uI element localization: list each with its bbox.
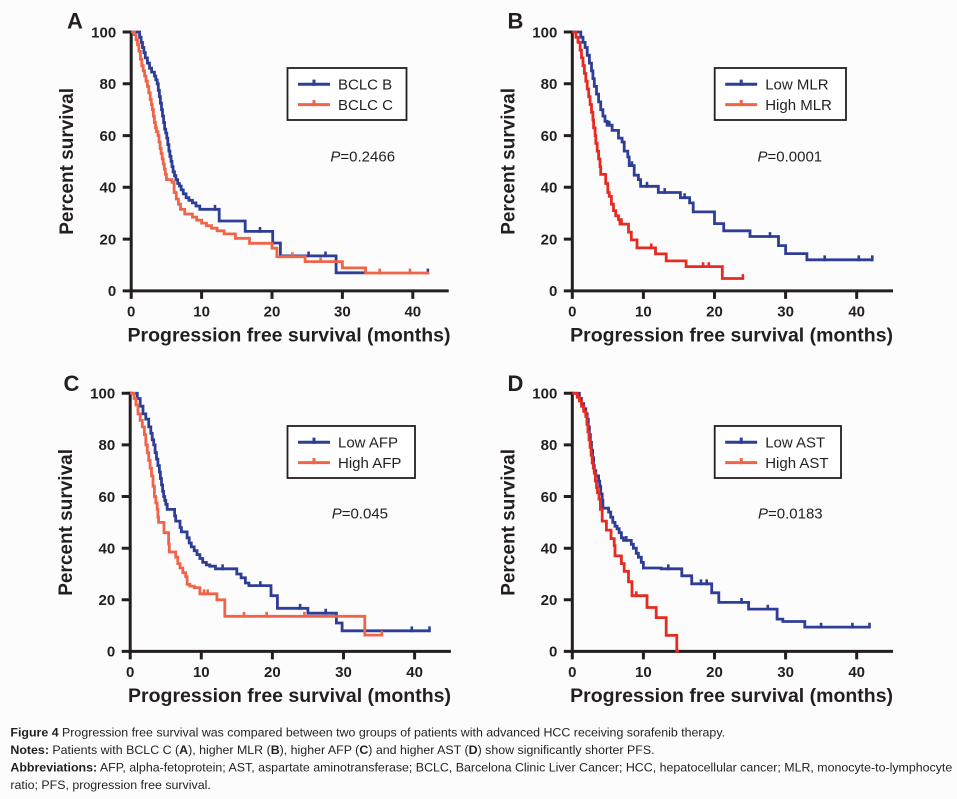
svg-text:High MLR: High MLR xyxy=(765,97,832,114)
svg-text:30: 30 xyxy=(777,664,794,681)
svg-text:40: 40 xyxy=(100,180,117,197)
svg-text:80: 80 xyxy=(541,76,558,93)
svg-text:BCLC B: BCLC B xyxy=(338,77,392,94)
svg-text:P=0.0183: P=0.0183 xyxy=(758,506,823,523)
svg-text:P=0.0001: P=0.0001 xyxy=(758,149,823,166)
svg-text:ratio; PFS, progression free s: ratio; PFS, progression free survival. xyxy=(10,778,210,792)
svg-text:10: 10 xyxy=(635,664,652,681)
svg-text:High AFP: High AFP xyxy=(338,455,401,472)
svg-text:60: 60 xyxy=(541,128,558,145)
svg-text:Progression free survival (mon: Progression free survival (months) xyxy=(570,685,893,707)
svg-text:P=0.045: P=0.045 xyxy=(332,506,388,523)
svg-text:Low AST: Low AST xyxy=(765,435,825,452)
svg-text:D: D xyxy=(508,371,524,396)
svg-text:B: B xyxy=(508,9,524,34)
svg-text:A: A xyxy=(67,9,83,34)
svg-text:40: 40 xyxy=(848,664,865,681)
svg-text:0: 0 xyxy=(126,664,134,681)
svg-text:Figure 4 Progression free surv: Figure 4 Progression free survival was c… xyxy=(10,726,725,740)
svg-text:Progression free survival (mon: Progression free survival (months) xyxy=(570,325,893,347)
svg-text:20: 20 xyxy=(706,664,723,681)
svg-text:20: 20 xyxy=(541,231,558,248)
svg-text:30: 30 xyxy=(335,664,352,681)
svg-text:Abbreviations: AFP, alpha-feto: Abbreviations: AFP, alpha-fetoprotein; A… xyxy=(10,761,952,775)
svg-text:20: 20 xyxy=(264,303,281,320)
svg-text:0: 0 xyxy=(549,283,557,300)
svg-text:100: 100 xyxy=(532,24,557,41)
svg-text:Progression free survival (mon: Progression free survival (months) xyxy=(128,685,451,707)
svg-text:20: 20 xyxy=(541,592,558,609)
svg-text:20: 20 xyxy=(99,592,116,609)
svg-text:40: 40 xyxy=(406,664,423,681)
svg-text:High AST: High AST xyxy=(765,455,828,472)
svg-text:0: 0 xyxy=(549,644,557,661)
svg-text:20: 20 xyxy=(264,664,281,681)
svg-text:Percent survival: Percent survival xyxy=(498,449,519,596)
svg-text:BCLC C: BCLC C xyxy=(338,97,393,114)
svg-text:10: 10 xyxy=(635,303,652,320)
svg-text:0: 0 xyxy=(107,644,115,661)
svg-text:P=0.2466: P=0.2466 xyxy=(330,149,395,166)
svg-text:60: 60 xyxy=(99,489,116,506)
svg-text:Percent survival: Percent survival xyxy=(56,449,77,596)
svg-text:100: 100 xyxy=(91,24,116,41)
svg-text:30: 30 xyxy=(334,303,351,320)
svg-text:10: 10 xyxy=(193,303,210,320)
svg-text:60: 60 xyxy=(541,489,558,506)
svg-text:0: 0 xyxy=(568,664,576,681)
svg-text:Percent survival: Percent survival xyxy=(498,88,519,235)
svg-text:10: 10 xyxy=(193,664,210,681)
svg-text:20: 20 xyxy=(100,231,117,248)
svg-text:Low MLR: Low MLR xyxy=(765,77,829,94)
svg-text:40: 40 xyxy=(99,541,116,558)
svg-text:40: 40 xyxy=(848,303,865,320)
svg-text:0: 0 xyxy=(568,303,576,320)
svg-text:Low AFP: Low AFP xyxy=(338,435,398,452)
svg-text:80: 80 xyxy=(100,76,117,93)
svg-text:40: 40 xyxy=(541,180,558,197)
svg-text:C: C xyxy=(64,371,80,396)
svg-text:Percent survival: Percent survival xyxy=(57,88,78,235)
svg-text:40: 40 xyxy=(404,303,421,320)
svg-text:20: 20 xyxy=(706,303,723,320)
svg-text:Notes: Patients with BCLC C (A: Notes: Patients with BCLC C (A), higher … xyxy=(10,743,654,757)
svg-text:0: 0 xyxy=(127,303,135,320)
svg-text:60: 60 xyxy=(100,128,117,145)
svg-text:0: 0 xyxy=(108,283,116,300)
svg-text:80: 80 xyxy=(99,437,116,454)
svg-text:40: 40 xyxy=(541,541,558,558)
svg-text:100: 100 xyxy=(532,386,557,403)
svg-text:100: 100 xyxy=(90,386,115,403)
svg-text:30: 30 xyxy=(777,303,794,320)
svg-text:80: 80 xyxy=(541,437,558,454)
svg-text:Progression free survival (mon: Progression free survival (months) xyxy=(128,325,451,347)
